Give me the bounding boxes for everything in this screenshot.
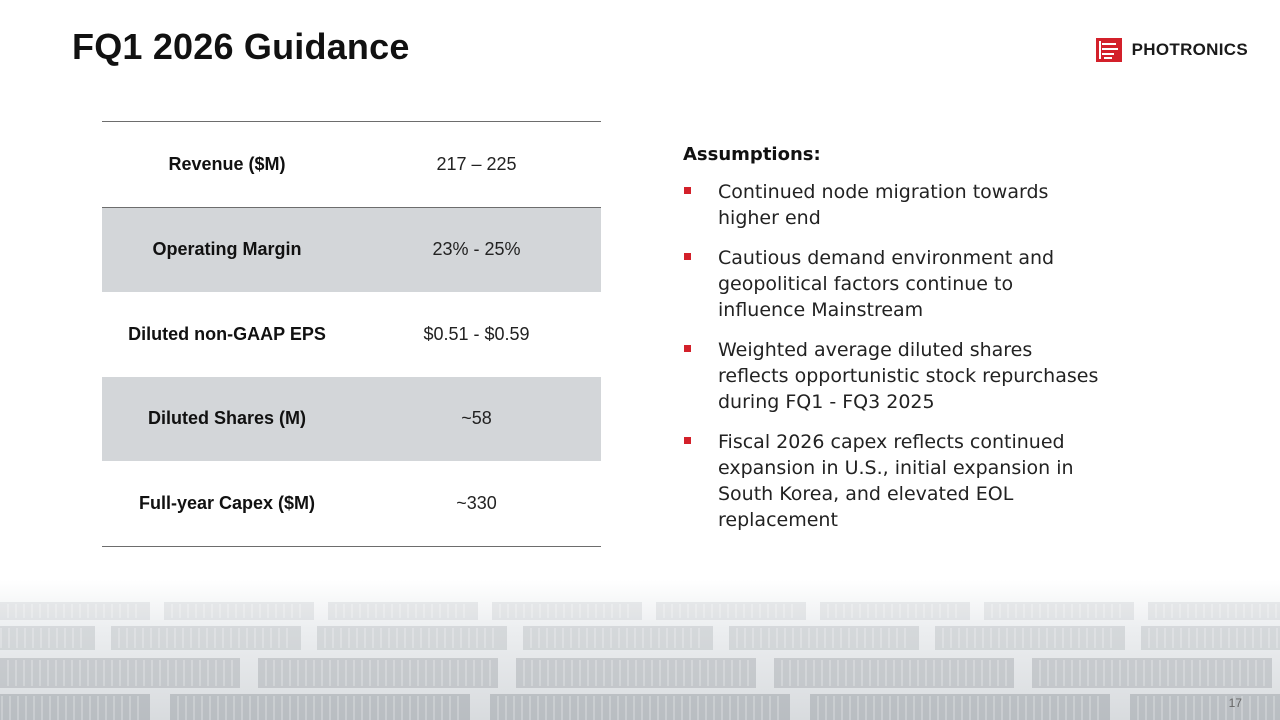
row-label: Full-year Capex ($M): [138, 492, 316, 513]
mask-tile: [935, 626, 1125, 650]
mask-tile: [729, 626, 919, 650]
list-item: Weighted average diluted shares reflects…: [683, 337, 1103, 415]
mask-tile: [111, 626, 301, 650]
table-row: Diluted non-GAAP EPS $0.51 - $0.59: [102, 292, 601, 377]
mask-tile: [1032, 658, 1272, 688]
row-value: 23% - 25%: [432, 239, 521, 260]
row-value: ~330: [456, 492, 497, 513]
photomask-floor-image: [0, 580, 1280, 720]
row-label: Operating Margin: [152, 239, 302, 260]
guidance-table: Revenue ($M) 217 – 225 Operating Margin …: [102, 121, 601, 547]
assumptions-section: Assumptions: Continued node migration to…: [683, 144, 1103, 547]
bullet-text: Weighted average diluted shares reflects…: [718, 339, 1099, 413]
mask-tile: [0, 658, 240, 688]
square-bullet-icon: [684, 253, 691, 260]
assumptions-heading: Assumptions:: [683, 144, 821, 165]
table-row: Revenue ($M) 217 – 225: [102, 122, 601, 208]
row-label: Diluted Shares (M): [147, 408, 307, 429]
list-item: Continued node migration towards higher …: [683, 179, 1103, 231]
company-logo: PHOTRONICS: [1095, 38, 1248, 62]
logo-text: PHOTRONICS: [1131, 40, 1248, 59]
mask-tile: [170, 694, 470, 720]
square-bullet-icon: [684, 187, 691, 194]
table-row: Operating Margin 23% - 25%: [102, 207, 601, 292]
row-label: Diluted non-GAAP EPS: [128, 323, 326, 344]
mask-tile: [0, 602, 150, 620]
row-label: Revenue ($M): [168, 153, 286, 174]
mask-tile: [523, 626, 713, 650]
bullet-text: Fiscal 2026 capex reflects continued exp…: [718, 431, 1074, 531]
row-value: ~58: [461, 408, 492, 429]
mask-tile: [656, 602, 806, 620]
mask-tile: [1130, 694, 1280, 720]
bullet-text: Cautious demand environment and geopolit…: [718, 247, 1055, 321]
mask-tile: [492, 602, 642, 620]
mask-tile: [1148, 602, 1280, 620]
table-row: Full-year Capex ($M) ~330: [102, 461, 601, 546]
mask-tile: [164, 602, 314, 620]
mask-tile: [820, 602, 970, 620]
mask-tile: [0, 694, 150, 720]
row-value: 217 – 225: [436, 153, 517, 174]
assumptions-list: Continued node migration towards higher …: [683, 179, 1103, 533]
mask-tile: [810, 694, 1110, 720]
mask-tile: [774, 658, 1014, 688]
row-value: $0.51 - $0.59: [423, 323, 530, 344]
square-bullet-icon: [684, 345, 691, 352]
list-item: Fiscal 2026 capex reflects continued exp…: [683, 429, 1103, 533]
mask-tile: [258, 658, 498, 688]
mask-tile: [490, 694, 790, 720]
square-bullet-icon: [684, 437, 691, 444]
mask-tile: [0, 626, 95, 650]
mask-tile: [1141, 626, 1280, 650]
mask-tile: [516, 658, 756, 688]
bullet-text: Continued node migration towards higher …: [718, 181, 1049, 229]
mask-tile: [328, 602, 478, 620]
list-item: Cautious demand environment and geopolit…: [683, 245, 1103, 323]
slide-title: FQ1 2026 Guidance: [72, 26, 410, 67]
mask-tile: [317, 626, 507, 650]
table-row: Diluted Shares (M) ~58: [102, 376, 601, 461]
page-number: 17: [1228, 696, 1242, 710]
mask-tile: [984, 602, 1134, 620]
photronics-logo-icon: [1095, 38, 1122, 62]
